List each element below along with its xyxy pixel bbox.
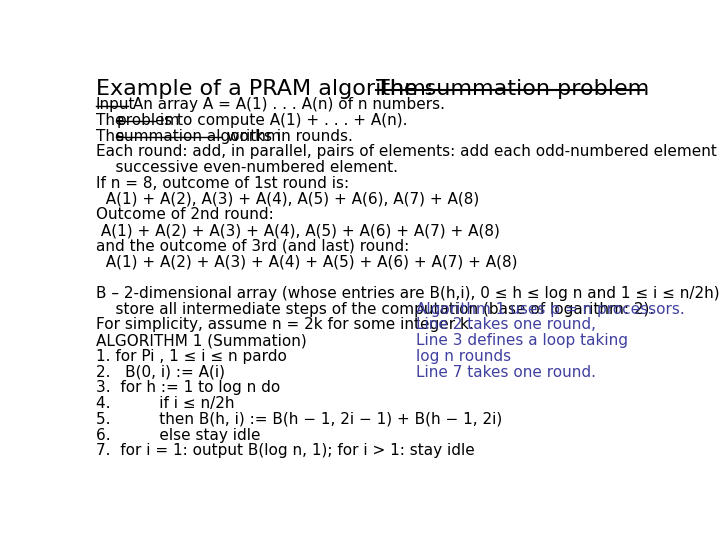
Text: The: The bbox=[96, 113, 129, 128]
Text: Input: Input bbox=[96, 97, 135, 112]
Text: ALGORITHM 1 (Summation): ALGORITHM 1 (Summation) bbox=[96, 333, 306, 348]
Text: For simplicity, assume n = 2k for some integer k.: For simplicity, assume n = 2k for some i… bbox=[96, 318, 473, 333]
Text: log n rounds: log n rounds bbox=[416, 349, 511, 364]
Text: successive even-numbered element.: successive even-numbered element. bbox=[96, 160, 397, 175]
Text: Example of a PRAM algorithm:: Example of a PRAM algorithm: bbox=[96, 78, 440, 98]
Text: problem: problem bbox=[116, 113, 180, 128]
Text: Outcome of 2nd round:: Outcome of 2nd round: bbox=[96, 207, 274, 222]
Text: 6.          else stay idle: 6. else stay idle bbox=[96, 428, 260, 442]
Text: A(1) + A(2), A(3) + A(4), A(5) + A(6), A(7) + A(8): A(1) + A(2), A(3) + A(4), A(5) + A(6), A… bbox=[96, 192, 479, 207]
Text: B – 2-dimensional array (whose entries are B(h,i), 0 ≤ h ≤ log n and 1 ≤ i ≤ n/2: B – 2-dimensional array (whose entries a… bbox=[96, 286, 720, 301]
Text: 3.  for h := 1 to log n do: 3. for h := 1 to log n do bbox=[96, 380, 280, 395]
Text: and the outcome of 3rd (and last) round:: and the outcome of 3rd (and last) round: bbox=[96, 239, 409, 254]
Text: A(1) + A(2) + A(3) + A(4), A(5) + A(6) + A(7) + A(8): A(1) + A(2) + A(3) + A(4), A(5) + A(6) +… bbox=[96, 223, 500, 238]
Text: Line 7 takes one round.: Line 7 takes one round. bbox=[416, 364, 596, 380]
Text: If n = 8, outcome of 1st round is:: If n = 8, outcome of 1st round is: bbox=[96, 176, 348, 191]
Text: A(1) + A(2) + A(3) + A(4) + A(5) + A(6) + A(7) + A(8): A(1) + A(2) + A(3) + A(4) + A(5) + A(6) … bbox=[96, 254, 517, 269]
Text: Each round: add, in parallel, pairs of elements: add each odd-numbered element a: Each round: add, in parallel, pairs of e… bbox=[96, 144, 720, 159]
Text: Algorithm 1 uses p = n processors.: Algorithm 1 uses p = n processors. bbox=[416, 302, 685, 316]
Text: store all intermediate steps of the computation (base of logarithm: 2).: store all intermediate steps of the comp… bbox=[96, 302, 654, 316]
Text: The: The bbox=[96, 129, 129, 144]
Text: works in rounds.: works in rounds. bbox=[222, 129, 353, 144]
Text: 7.  for i = 1: output B(log n, 1); for i > 1: stay idle: 7. for i = 1: output B(log n, 1); for i … bbox=[96, 443, 474, 458]
Text: 2.   B(0, i) := A(i): 2. B(0, i) := A(i) bbox=[96, 364, 225, 380]
Text: Line 2 takes one round,: Line 2 takes one round, bbox=[416, 318, 596, 333]
Text: summation algorithm: summation algorithm bbox=[116, 129, 281, 144]
Text: is to compute A(1) + . . . + A(n).: is to compute A(1) + . . . + A(n). bbox=[156, 113, 408, 128]
Text: The summation problem: The summation problem bbox=[376, 78, 649, 98]
Text: 5.          then B(h, i) := B(h − 1, 2i − 1) + B(h − 1, 2i): 5. then B(h, i) := B(h − 1, 2i − 1) + B(… bbox=[96, 412, 502, 427]
Text: 4.          if i ≤ n/2h: 4. if i ≤ n/2h bbox=[96, 396, 234, 411]
Text: Line 3 defines a loop taking: Line 3 defines a loop taking bbox=[416, 333, 629, 348]
Text: An array A = A(1) . . . A(n) of n numbers.: An array A = A(1) . . . A(n) of n number… bbox=[128, 97, 445, 112]
Text: 1. for Pi , 1 ≤ i ≤ n pardo: 1. for Pi , 1 ≤ i ≤ n pardo bbox=[96, 349, 287, 364]
